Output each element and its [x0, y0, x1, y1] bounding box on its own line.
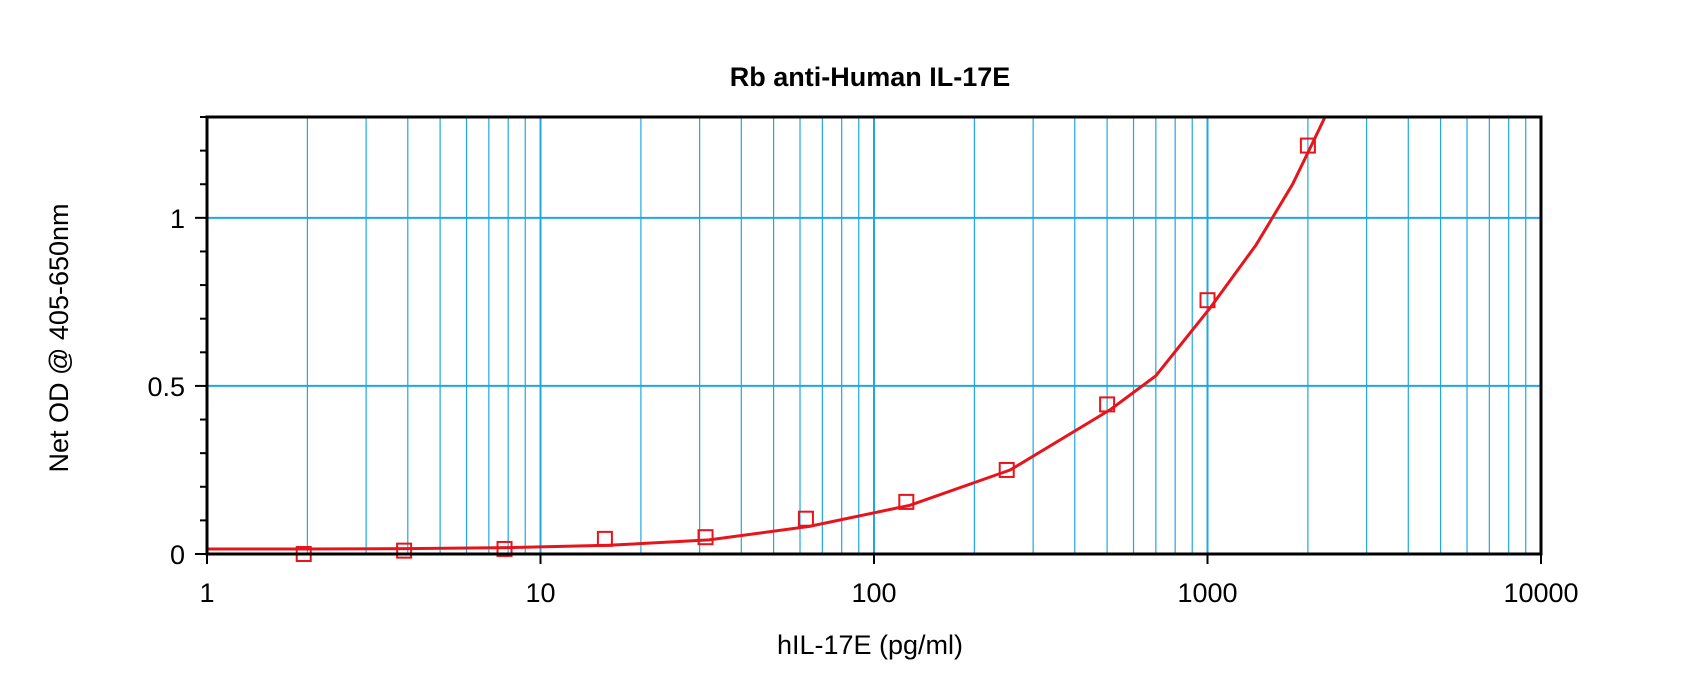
x-tick-label: 10000 [1503, 578, 1578, 608]
data-point [1099, 396, 1116, 413]
y-tick-label: 0 [170, 540, 185, 570]
chart-title: Rb anti-Human IL-17E [730, 62, 1011, 92]
x-tick-label: 100 [851, 578, 896, 608]
data-point [697, 529, 714, 546]
y-tick-labels: 00.51 [147, 204, 185, 570]
y-tick-label: 1 [170, 204, 185, 234]
data-point [998, 461, 1015, 478]
data-point [596, 530, 613, 547]
y-tick-label: 0.5 [147, 372, 185, 402]
x-tick-labels: 1 10 100 1000 10000 [199, 578, 1578, 608]
x-tick-label: 1 [199, 578, 214, 608]
x-axis-label: hIL-17E (pg/ml) [777, 630, 963, 660]
y-axis-label: Net OD @ 405-650nm [44, 203, 74, 472]
data-points [295, 137, 1316, 562]
data-point [1199, 292, 1216, 309]
data-point [797, 510, 814, 527]
fit-curve [207, 116, 1327, 551]
data-point [898, 493, 915, 510]
grid-lines [207, 117, 1541, 554]
data-point [496, 540, 513, 557]
data-point [396, 542, 413, 559]
y-minor-ticks [195, 116, 1542, 564]
x-tick-label: 1000 [1177, 578, 1237, 608]
plot-frame [205, 115, 1543, 556]
fit-curve-group [207, 116, 1327, 551]
data-point [1299, 137, 1316, 154]
x-tick-label: 10 [525, 578, 555, 608]
